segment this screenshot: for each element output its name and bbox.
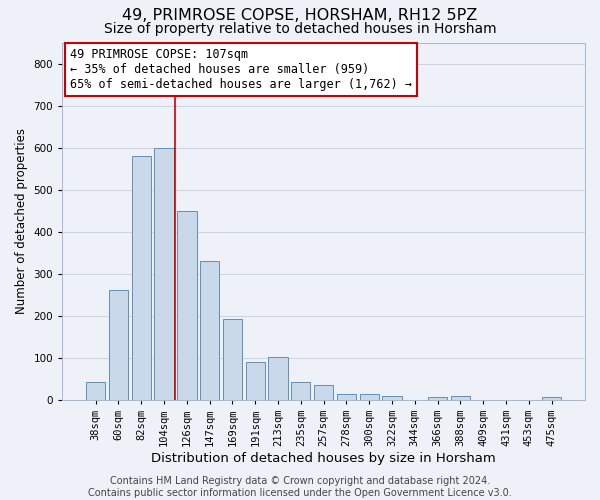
Bar <box>131 156 151 400</box>
Bar <box>245 362 265 400</box>
Bar <box>154 148 174 400</box>
Bar <box>451 396 470 400</box>
Bar <box>109 290 128 400</box>
Text: 49, PRIMROSE COPSE, HORSHAM, RH12 5PZ: 49, PRIMROSE COPSE, HORSHAM, RH12 5PZ <box>122 8 478 22</box>
Text: Contains HM Land Registry data © Crown copyright and database right 2024.
Contai: Contains HM Land Registry data © Crown c… <box>88 476 512 498</box>
Text: Size of property relative to detached houses in Horsham: Size of property relative to detached ho… <box>104 22 496 36</box>
Bar <box>223 319 242 400</box>
X-axis label: Distribution of detached houses by size in Horsham: Distribution of detached houses by size … <box>151 452 496 465</box>
Bar <box>86 382 106 400</box>
Bar <box>314 385 333 400</box>
Bar <box>382 396 401 400</box>
Bar <box>291 382 310 400</box>
Bar <box>200 261 220 400</box>
Y-axis label: Number of detached properties: Number of detached properties <box>15 128 28 314</box>
Bar <box>177 210 197 400</box>
Bar <box>359 394 379 400</box>
Text: 49 PRIMROSE COPSE: 107sqm
← 35% of detached houses are smaller (959)
65% of semi: 49 PRIMROSE COPSE: 107sqm ← 35% of detac… <box>70 48 412 91</box>
Bar <box>542 397 561 400</box>
Bar <box>337 394 356 400</box>
Bar <box>428 397 447 400</box>
Bar <box>268 356 288 400</box>
